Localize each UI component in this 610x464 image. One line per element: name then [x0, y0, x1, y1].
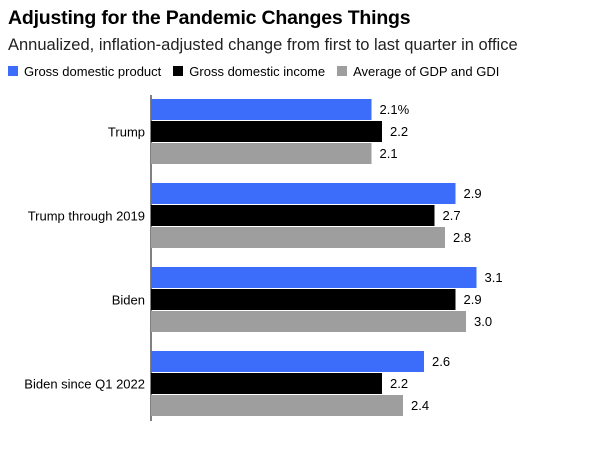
bar-gdi-biden-since-q1-2022 — [151, 373, 382, 394]
value-label-gdi-biden-since-q1-2022: 2.2 — [390, 376, 408, 391]
legend: Gross domestic product Gross domestic in… — [8, 63, 511, 79]
legend-label-average: Average of GDP and GDI — [353, 63, 500, 79]
legend-label-gdi: Gross domestic income — [189, 63, 326, 79]
bar-gdp-biden — [151, 267, 477, 288]
bar-average-biden-since-q1-2022 — [151, 395, 403, 416]
legend-label-gdp: Gross domestic product — [24, 63, 162, 79]
bar-gdi-trump — [151, 121, 382, 142]
category-label-trump: Trump — [108, 125, 145, 140]
value-label-average-biden-since-q1-2022: 2.4 — [411, 398, 429, 413]
legend-item-gdp: Gross domestic product — [8, 64, 161, 79]
value-label-average-biden: 3.0 — [474, 314, 492, 329]
bar-gdp-biden-since-q1-2022 — [151, 351, 424, 372]
bar-gdp-trump-through-2019 — [151, 183, 456, 204]
category-label-trump-through-2019: Trump through 2019 — [28, 209, 145, 224]
bar-average-trump — [151, 143, 372, 164]
bar-gdi-biden — [151, 289, 456, 310]
value-label-gdp-biden: 3.1 — [485, 270, 503, 285]
value-label-average-trump-through-2019: 2.8 — [453, 230, 471, 245]
value-label-gdp-trump-through-2019: 2.9 — [464, 186, 482, 201]
bar-average-biden — [151, 311, 466, 332]
legend-swatch-gdi — [173, 66, 184, 76]
legend-item-average: Average of GDP and GDI — [337, 64, 499, 79]
value-label-gdi-biden: 2.9 — [464, 292, 482, 307]
bar-gdp-trump — [151, 99, 372, 120]
bar-gdi-trump-through-2019 — [151, 205, 435, 226]
bar-average-trump-through-2019 — [151, 227, 445, 248]
legend-item-gdi: Gross domestic income — [173, 64, 325, 79]
category-label-biden: Biden — [112, 293, 145, 308]
category-label-biden-since-q1-2022: Biden since Q1 2022 — [24, 377, 145, 392]
value-label-gdi-trump-through-2019: 2.7 — [443, 208, 461, 223]
value-label-gdp-biden-since-q1-2022: 2.6 — [432, 354, 450, 369]
legend-swatch-average — [337, 66, 348, 76]
chart-title: Adjusting for the Pandemic Changes Thing… — [8, 7, 411, 29]
chart-subtitle: Annualized, inflation-adjusted change fr… — [8, 36, 518, 54]
value-label-gdp-trump: 2.1% — [380, 102, 410, 117]
legend-swatch-gdp — [8, 66, 18, 76]
value-label-average-trump: 2.1 — [380, 146, 398, 161]
value-label-gdi-trump: 2.2 — [390, 124, 408, 139]
